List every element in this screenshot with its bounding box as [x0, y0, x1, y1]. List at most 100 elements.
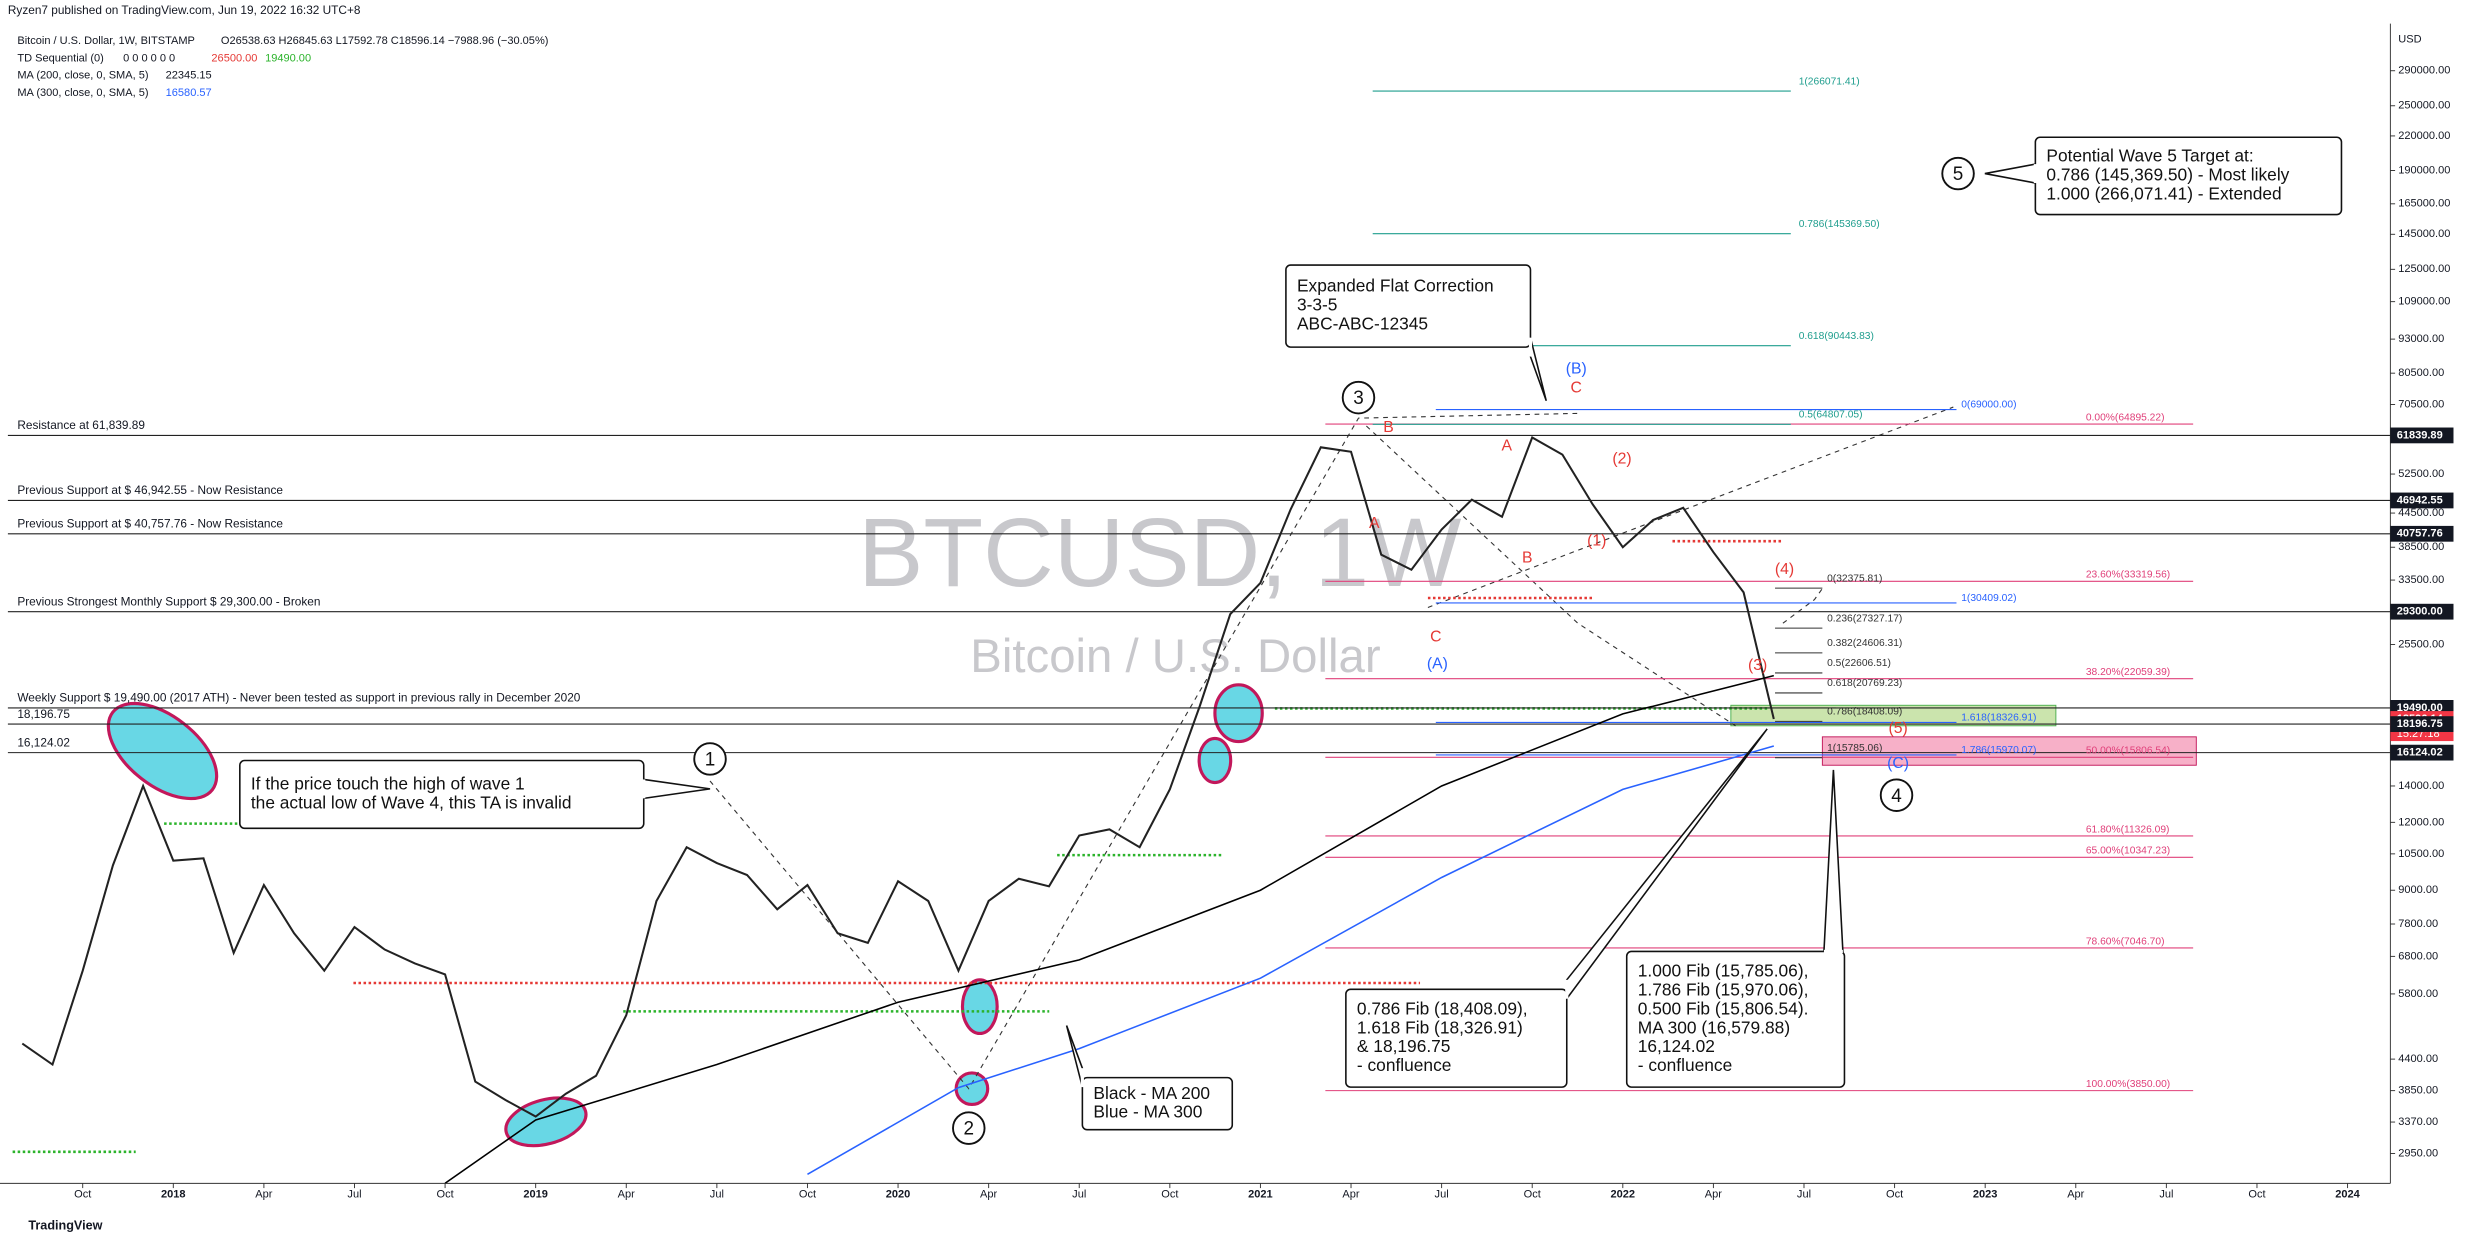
y-tick-label: 250000.00	[2398, 100, 2450, 112]
level-label: Previous Strongest Monthly Support $ 29,…	[17, 594, 320, 608]
wave-label: 3	[1353, 388, 1364, 409]
published: Ryzen7 published on TradingView.com, Jun…	[8, 3, 361, 17]
price-tag	[2390, 603, 2454, 620]
wave-letter: B	[1383, 419, 1394, 436]
callout-text: 0.786 (145,369.50) - Most likely	[2046, 165, 2289, 185]
callout-text: 1.618 Fib (18,326.91)	[1357, 1017, 1523, 1037]
price-line	[21, 435, 1775, 1118]
y-tick-label: 38500.00	[2398, 541, 2444, 553]
legend-td-down: 19490.00	[265, 52, 311, 64]
wave-circle	[693, 742, 727, 776]
legend-ma300-last: 16580.57	[166, 87, 212, 99]
fib-label: 0.618(20769.23)	[1827, 678, 1902, 689]
x-tick-label: Oct	[436, 1188, 453, 1200]
confluence-zone	[1730, 704, 2057, 727]
x-tick-label: Jul	[1072, 1188, 1086, 1200]
wave-circle	[1941, 156, 1975, 191]
y-tick-label: 9000.00	[2398, 884, 2438, 896]
wave-circle	[952, 1111, 986, 1145]
highlight	[1213, 683, 1264, 744]
price-tag-label: 61839.89	[2397, 429, 2443, 441]
level-label: Previous Support at $ 46,942.55 - Now Re…	[17, 483, 283, 497]
callout-text: & 18,196.75	[1357, 1036, 1451, 1056]
x-tick-label: Jul	[347, 1188, 361, 1200]
wave-label: 5	[1953, 164, 1964, 185]
level-label: Resistance at 61,839.89	[17, 418, 145, 432]
wave-letter: (5)	[1888, 720, 1907, 737]
legend-ma300: MA (300, close, 0, SMA, 5)	[17, 87, 148, 99]
y-tick-label: 14000.00	[2398, 780, 2444, 792]
wave-letter: (1)	[1587, 532, 1606, 549]
y-tick-label: 6800.00	[2398, 950, 2438, 962]
y-tick-label: 10500.00	[2398, 848, 2444, 860]
fib-label: 1.618(18326.91)	[1961, 712, 2036, 723]
y-tick-label: 190000.00	[2398, 164, 2450, 176]
price-tag-label: 19490.00	[2397, 702, 2443, 714]
wave-label: 4	[1891, 786, 1902, 807]
level-label: 16,124.02	[17, 735, 70, 749]
highlights	[106, 683, 1264, 1148]
callout-text: - confluence	[1638, 1055, 1733, 1075]
x-tick-label: Jul	[710, 1188, 724, 1200]
callout-text: 1.000 Fib (15,785.06),	[1638, 961, 1809, 981]
level-label: 18,196.75	[17, 707, 70, 721]
fib-label: 50.00%(15806.54)	[2086, 746, 2170, 757]
wave-letter: B	[1522, 550, 1533, 567]
plot-area	[7, 90, 2391, 1184]
y-tick-label: 44500.00	[2398, 507, 2444, 519]
legend-td: TD Sequential (0)	[17, 52, 103, 64]
y-tick-label: 290000.00	[2398, 65, 2450, 77]
x-tick-label: Oct	[2248, 1188, 2265, 1200]
callout-text: - confluence	[1357, 1055, 1452, 1075]
x-tick-label: 2023	[1973, 1188, 1998, 1200]
x-tick-label: Apr	[2067, 1188, 2084, 1200]
price-tag	[2390, 716, 2454, 732]
y-tick-label: 4400.00	[2398, 1053, 2438, 1065]
wave-letter: (C)	[1887, 755, 1909, 772]
callout-text: Blue - MA 300	[1093, 1102, 1202, 1122]
x-tick-label: Jul	[2159, 1188, 2173, 1200]
y-tick-label: 145000.00	[2398, 228, 2450, 240]
ma-line	[444, 674, 1774, 1184]
currency: USD	[2398, 33, 2421, 45]
callout-mask	[1823, 949, 1843, 953]
wave-circle	[1879, 778, 1914, 812]
y-tick-label: 3850.00	[2398, 1085, 2438, 1097]
y-tick-label: 125000.00	[2398, 263, 2450, 275]
price-tag-label: 46942.55	[2397, 494, 2443, 506]
wave-letter: (4)	[1775, 561, 1794, 578]
price-tag	[2390, 744, 2454, 761]
wave-letter: (2)	[1612, 450, 1631, 467]
x-tick-label: Apr	[1705, 1188, 1722, 1200]
callout-text: ABC-ABC-12345	[1297, 314, 1428, 334]
legend-price: Bitcoin / U.S. Dollar, 1W, BITSTAMP	[17, 35, 195, 47]
callout-text: 0.500 Fib (15,806.54).	[1638, 998, 1809, 1018]
fib-label: 1(30409.02)	[1961, 593, 2016, 604]
callout-box	[1345, 988, 1568, 1088]
fib-label: 0.618(90443.83)	[1799, 331, 1874, 342]
watermark: BTCUSD, 1W	[858, 497, 1461, 607]
y-tick-label: 25500.00	[2398, 638, 2444, 650]
annotation: If the price touch the high of wave 1the…	[239, 759, 711, 830]
y-tick-label: 80500.00	[2398, 367, 2444, 379]
price-tag-label: 16124.02	[2397, 747, 2443, 759]
fib-label: 0(69000.00)	[1961, 400, 2016, 411]
fib-label: 38.20%(22059.39)	[2086, 667, 2170, 678]
y-tick-label: 7800.00	[2398, 918, 2438, 930]
highlight	[1197, 736, 1233, 785]
zones	[1730, 704, 2197, 766]
price-tag-label: 40757.76	[2397, 528, 2443, 540]
annotation: Potential Wave 5 Target at:0.786 (145,36…	[1984, 136, 2343, 216]
legend-ma200: MA (200, close, 0, SMA, 5)	[17, 70, 148, 82]
wave-label: 2	[964, 1119, 975, 1140]
fib-label: 0.5(64807.05)	[1799, 410, 1863, 421]
fib-label: 0.5(22606.51)	[1827, 658, 1891, 669]
callout-mask	[2033, 164, 2037, 184]
brand: TradingView	[28, 1218, 102, 1232]
y-tick-label: 12000.00	[2398, 816, 2444, 828]
price-tag-label: 18196.75	[2397, 718, 2443, 730]
wave-circle	[1341, 380, 1376, 415]
x-tick-label: 2021	[1248, 1188, 1273, 1200]
wave-letter: (A)	[1427, 655, 1448, 672]
